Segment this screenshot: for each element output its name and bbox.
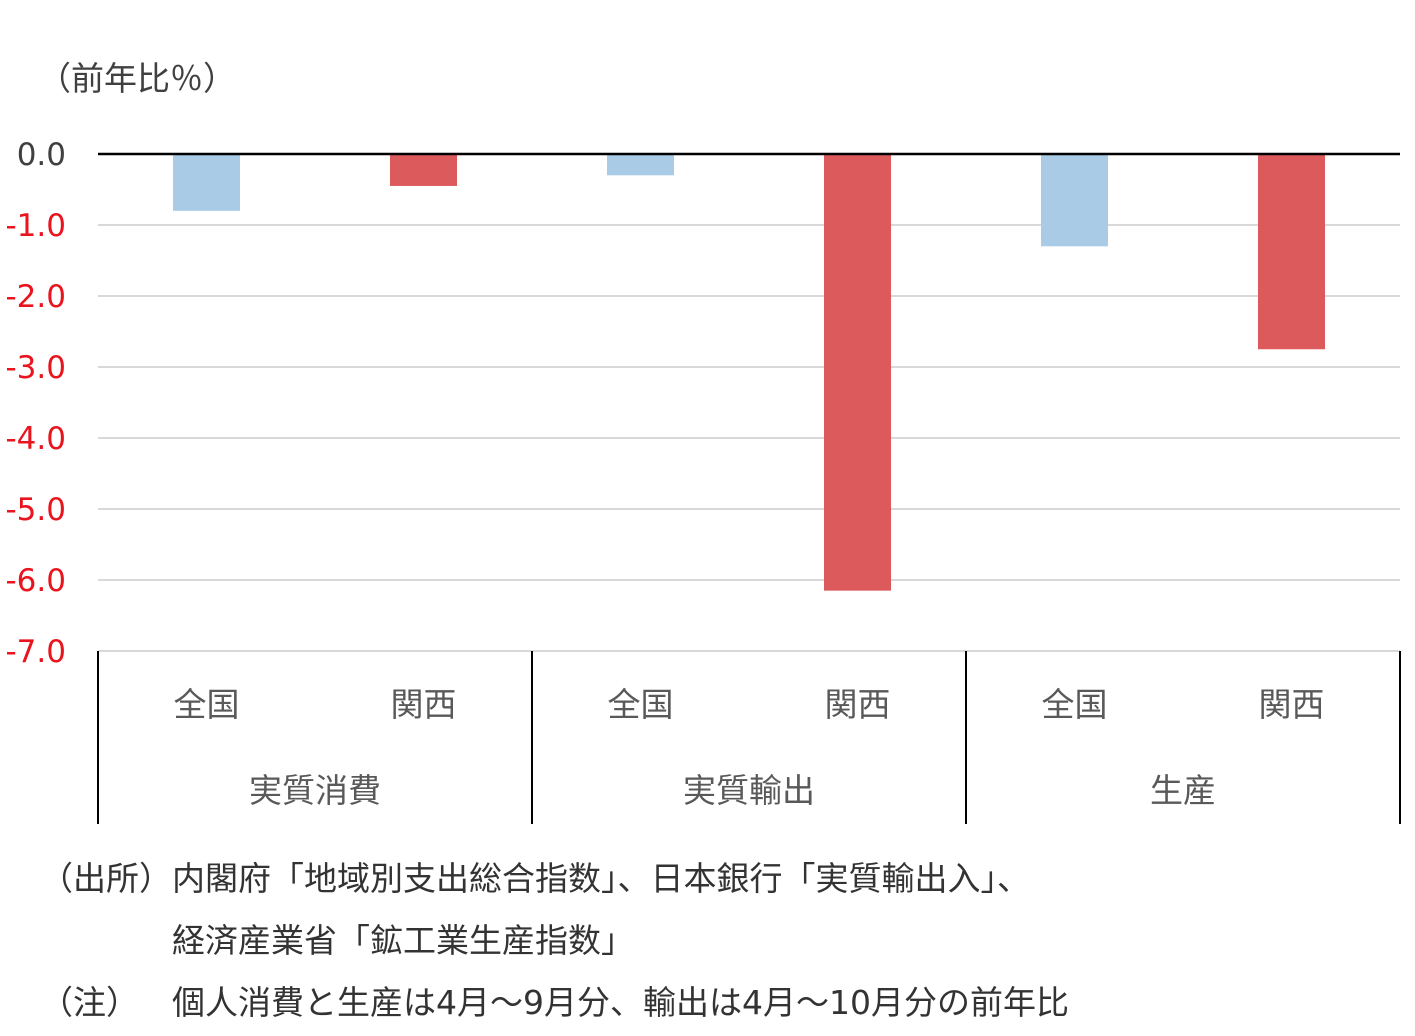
- x-group-label: 生産: [1150, 771, 1216, 810]
- footnote-label: （注）: [40, 983, 139, 1022]
- bar-2-1: [1258, 154, 1325, 350]
- bar-1-0: [607, 154, 674, 176]
- y-axis-unit-label: （前年比％）: [38, 59, 236, 98]
- source-text-line2: 経済産業省「鉱工業生産指数」: [172, 921, 634, 960]
- gridlines: [98, 224, 1400, 652]
- footnote-row: （注） 個人消費と生産は4月～9月分、輸出は4月～10月分の前年比: [40, 972, 1400, 1034]
- x-category-label: 関西: [391, 685, 457, 724]
- source-label: （出所）: [40, 859, 172, 898]
- source-note-row-2: 経済産業省「鉱工業生産指数」: [40, 910, 1400, 972]
- source-note-row: （出所） 内閣府「地域別支出総合指数」、日本銀行「実質輸出入」、: [40, 848, 1400, 910]
- y-tick-label: -2.0: [6, 279, 67, 315]
- x-category-label: 全国: [1042, 685, 1108, 724]
- y-tick-label: -7.0: [6, 634, 67, 670]
- x-category-label: 全国: [608, 685, 674, 724]
- y-tick-label: 0.0: [17, 137, 66, 173]
- y-tick-label: -5.0: [6, 492, 67, 528]
- source-text-line1: 内閣府「地域別支出総合指数」、日本銀行「実質輸出入」、: [172, 859, 1030, 898]
- footnote-text: 個人消費と生産は4月～9月分、輸出は4月～10月分の前年比: [172, 983, 1069, 1022]
- x-group-label: 実質輸出: [683, 771, 815, 810]
- x-category-label: 全国: [174, 685, 240, 724]
- x-category-label: 関西: [1259, 685, 1325, 724]
- y-axis-ticks: 0.0 -1.0 -2.0 -3.0 -4.0 -5.0 -6.0 -7.0: [6, 137, 67, 670]
- y-tick-label: -4.0: [6, 421, 67, 457]
- bar-2-0: [1041, 154, 1108, 247]
- chart-notes: （出所） 内閣府「地域別支出総合指数」、日本銀行「実質輸出入」、 経済産業省「鉱…: [40, 848, 1400, 1034]
- y-tick-label: -6.0: [6, 563, 67, 599]
- x-group-label: 実質消費: [249, 771, 381, 810]
- y-tick-label: -3.0: [6, 350, 67, 386]
- y-tick-label: -1.0: [6, 208, 67, 244]
- bar-0-0: [173, 154, 240, 211]
- bar-0-1: [390, 154, 457, 186]
- bar-1-1: [824, 154, 891, 591]
- bars: [173, 154, 1325, 591]
- x-category-label: 関西: [825, 685, 891, 724]
- bar-chart: （前年比％） 0.0 -1.0 -2.0 -3.0 -4.0 -5.0 -6.0 -7.0 全…: [6, 59, 1401, 824]
